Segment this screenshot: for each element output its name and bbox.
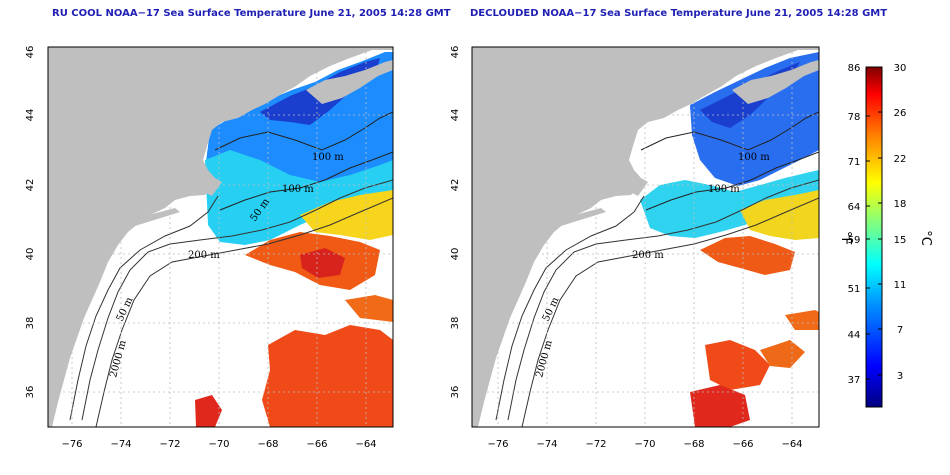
c-tick-3: 3: [897, 371, 903, 382]
right-contour-label-100m-a: 100 m: [738, 152, 770, 163]
right-sst-warm-eddy: [700, 236, 795, 275]
left-contour-label-200m: 200 m: [188, 250, 220, 261]
f-tick-51: 51: [848, 284, 861, 295]
right-sst-south-patch-1: [705, 340, 770, 390]
left-lat-tick-44: 44: [25, 109, 36, 122]
left-sst-south-patch-1: [262, 325, 393, 427]
unit-fahrenheit: °F: [838, 231, 853, 245]
right-lon-tick-72: −72: [585, 439, 606, 450]
left-lon-tick-66: −66: [306, 439, 327, 450]
left-lat-tick-36: 36: [25, 386, 36, 399]
left-lat-tick-38: 38: [25, 317, 36, 330]
right-lon-tick-70: −70: [634, 439, 655, 450]
right-map-title: DECLOUDED NOAA−17 Sea Surface Temperatur…: [470, 8, 888, 19]
left-sst-south-patch-2: [195, 395, 222, 427]
left-contour-label-100m-a: 100 m: [312, 152, 344, 163]
left-land-north-america: [48, 47, 393, 427]
right-sst-south-patch-2: [760, 340, 805, 368]
left-lon-tick-64: −64: [355, 439, 376, 450]
c-tick-22: 22: [894, 154, 907, 165]
right-contour-label-200m: 200 m: [632, 250, 664, 261]
f-tick-86: 86: [848, 63, 861, 74]
right-map: [472, 47, 819, 427]
f-tick-71: 71: [848, 157, 861, 168]
right-map-frame: [471, 46, 820, 428]
colorbar-gradient: [865, 66, 883, 408]
left-lat-tick-46: 46: [25, 46, 36, 59]
right-lon-tick-66: −66: [732, 439, 753, 450]
c-tick-7: 7: [897, 325, 903, 336]
right-contour-label-100m-b: 100 m: [708, 184, 740, 195]
f-tick-59: 59: [848, 235, 861, 246]
left-lon-tick-74: −74: [110, 439, 131, 450]
left-lon-tick-68: −68: [257, 439, 278, 450]
right-lat-tick-38: 38: [450, 317, 461, 330]
f-tick-44: 44: [848, 330, 861, 341]
c-tick-15: 15: [894, 235, 907, 246]
left-land-long-island: [130, 208, 180, 226]
left-sst-cyan-shelf: [205, 150, 393, 245]
c-tick-11: 11: [894, 280, 907, 291]
left-sst-south-patch-3: [345, 295, 393, 322]
right-lat-tick-44: 44: [450, 109, 461, 122]
c-tick-30: 30: [894, 63, 907, 74]
right-lat-tick-40: 40: [450, 248, 461, 261]
right-land-north-america: [472, 47, 819, 427]
right-lon-tick-74: −74: [536, 439, 557, 450]
colorbar-f-ticks: 86 78 71 64 59 51 44 37: [848, 63, 861, 386]
colorbar-c-ticks: 30 26 22 18 15 11 7 3: [894, 63, 907, 382]
left-lon-axis: −76 −74 −72 −70 −68 −66 −64: [61, 439, 376, 450]
left-contour-label-100m-b: 100 m: [282, 184, 314, 195]
left-sst-red-core: [300, 248, 345, 278]
colorbar-tick-marks: [866, 111, 882, 380]
right-land-long-island: [556, 208, 606, 226]
unit-celsius: °C: [918, 230, 933, 246]
right-sst-south-patch-3: [690, 385, 750, 427]
left-land-nova-scotia: [306, 60, 393, 104]
left-lat-tick-42: 42: [25, 179, 36, 192]
left-lon-tick-70: −70: [208, 439, 229, 450]
left-lat-tick-40: 40: [25, 248, 36, 261]
left-map-title: RU COOL NOAA−17 Sea Surface Temperature …: [52, 8, 451, 19]
left-bathymetry-georges: [219, 151, 393, 211]
left-graticule: [48, 47, 393, 427]
right-lon-tick-76: −76: [487, 439, 508, 450]
left-bathymetry-200m: [81, 179, 393, 421]
left-land-cape-cod: [200, 178, 222, 196]
left-lat-axis: 46 44 42 40 38 36: [25, 46, 36, 399]
left-map: [48, 47, 393, 427]
c-tick-18: 18: [894, 199, 907, 210]
right-bathymetry-50m: [495, 195, 645, 421]
left-lon-tick-72: −72: [159, 439, 180, 450]
right-land-cape-cod: [626, 178, 648, 196]
right-lat-axis: 46 44 42 40 38 36: [450, 46, 461, 399]
f-tick-64: 64: [848, 202, 861, 213]
f-tick-37: 37: [848, 375, 861, 386]
right-lon-axis: −76 −74 −72 −70 −68 −66 −64: [487, 439, 802, 450]
left-bathymetry-2000m: [95, 197, 393, 427]
c-tick-26: 26: [894, 108, 907, 119]
right-lon-tick-64: −64: [781, 439, 802, 450]
right-bathymetry-georges: [645, 151, 819, 211]
f-tick-78: 78: [848, 112, 861, 123]
right-land-nova-scotia: [732, 60, 819, 104]
right-lat-tick-46: 46: [450, 46, 461, 59]
right-bathymetry-2000m: [521, 197, 819, 427]
right-lon-tick-68: −68: [683, 439, 704, 450]
left-lon-tick-76: −76: [61, 439, 82, 450]
right-lat-tick-42: 42: [450, 179, 461, 192]
right-bathymetry-200m: [507, 179, 819, 421]
right-lat-tick-36: 36: [450, 386, 461, 399]
right-sst-cyan-shelf: [640, 170, 819, 238]
left-bathymetry-100m-gom: [214, 111, 393, 151]
right-graticule: [472, 47, 819, 427]
colorbar: 86 78 71 64 59 51 44 37 30 26 22 18 15 1…: [838, 63, 933, 408]
right-bathymetry-100m-gom: [640, 111, 819, 151]
left-bathymetry-50m: [69, 195, 219, 421]
left-map-frame: [47, 46, 394, 428]
right-sst-south-patch-4: [785, 310, 819, 330]
